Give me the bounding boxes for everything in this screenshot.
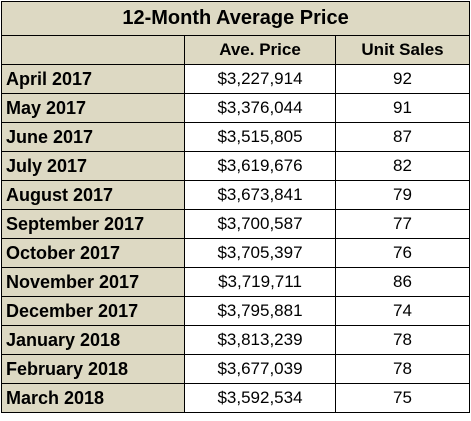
table-row: May 2017 $3,376,044 91 — [1, 93, 471, 123]
month-cell: April 2017 — [1, 64, 185, 94]
title-row: 12-Month Average Price — [0, 1, 471, 36]
table-row: October 2017 $3,705,397 76 — [1, 238, 471, 268]
table-row: February 2018 $3,677,039 78 — [1, 354, 471, 384]
price-cell: $3,700,587 — [184, 209, 336, 239]
price-cell: $3,813,239 — [184, 325, 336, 355]
average-price-table: 12-Month Average Price Ave. Price Unit S… — [0, 1, 471, 413]
sales-cell: 74 — [334, 296, 471, 326]
table-row: August 2017 $3,673,841 79 — [1, 180, 471, 210]
sales-cell: 86 — [334, 267, 471, 297]
table-row: March 2018 $3,592,534 75 — [1, 383, 471, 413]
sales-cell: 78 — [334, 354, 471, 384]
month-cell: November 2017 — [1, 267, 185, 297]
sales-cell: 92 — [334, 64, 471, 94]
month-cell: August 2017 — [1, 180, 185, 210]
price-cell: $3,619,676 — [184, 151, 336, 181]
table-row: September 2017 $3,700,587 77 — [1, 209, 471, 239]
sales-cell: 77 — [334, 209, 471, 239]
month-cell: February 2018 — [1, 354, 185, 384]
table-row: June 2017 $3,515,805 87 — [1, 122, 471, 152]
price-cell: $3,795,881 — [184, 296, 336, 326]
table-row: July 2017 $3,619,676 82 — [1, 151, 471, 181]
price-cell: $3,673,841 — [184, 180, 336, 210]
price-cell: $3,719,711 — [184, 267, 336, 297]
sales-cell: 82 — [334, 151, 471, 181]
sales-header: Unit Sales — [334, 35, 471, 65]
header-row: Ave. Price Unit Sales — [1, 35, 471, 65]
price-cell: $3,592,534 — [184, 383, 336, 413]
sales-cell: 79 — [334, 180, 471, 210]
table-body: April 2017 $3,227,914 92 May 2017 $3,376,044… — [1, 64, 471, 413]
sales-cell: 76 — [334, 238, 471, 268]
price-cell: $3,677,039 — [184, 354, 336, 384]
price-cell: $3,376,044 — [184, 93, 336, 123]
price-cell: $3,705,397 — [184, 238, 336, 268]
price-cell: $3,227,914 — [184, 64, 336, 94]
table-row: November 2017 $3,719,711 86 — [1, 267, 471, 297]
table-row: December 2017 $3,795,881 74 — [1, 296, 471, 326]
blank-header — [1, 35, 185, 65]
sales-cell: 78 — [334, 325, 471, 355]
month-cell: March 2018 — [1, 383, 185, 413]
sales-cell: 87 — [334, 122, 471, 152]
price-cell: $3,515,805 — [184, 122, 336, 152]
table-row: April 2017 $3,227,914 92 — [1, 64, 471, 94]
month-cell: September 2017 — [1, 209, 185, 239]
sales-cell: 91 — [334, 93, 471, 123]
month-cell: May 2017 — [1, 93, 185, 123]
month-cell: July 2017 — [1, 151, 185, 181]
month-cell: June 2017 — [1, 122, 185, 152]
month-cell: October 2017 — [1, 238, 185, 268]
table-title: 12-Month Average Price — [0, 1, 471, 36]
month-cell: January 2018 — [1, 325, 185, 355]
sales-cell: 75 — [334, 383, 471, 413]
month-cell: December 2017 — [1, 296, 185, 326]
price-header: Ave. Price — [184, 35, 336, 65]
table-row: January 2018 $3,813,239 78 — [1, 325, 471, 355]
